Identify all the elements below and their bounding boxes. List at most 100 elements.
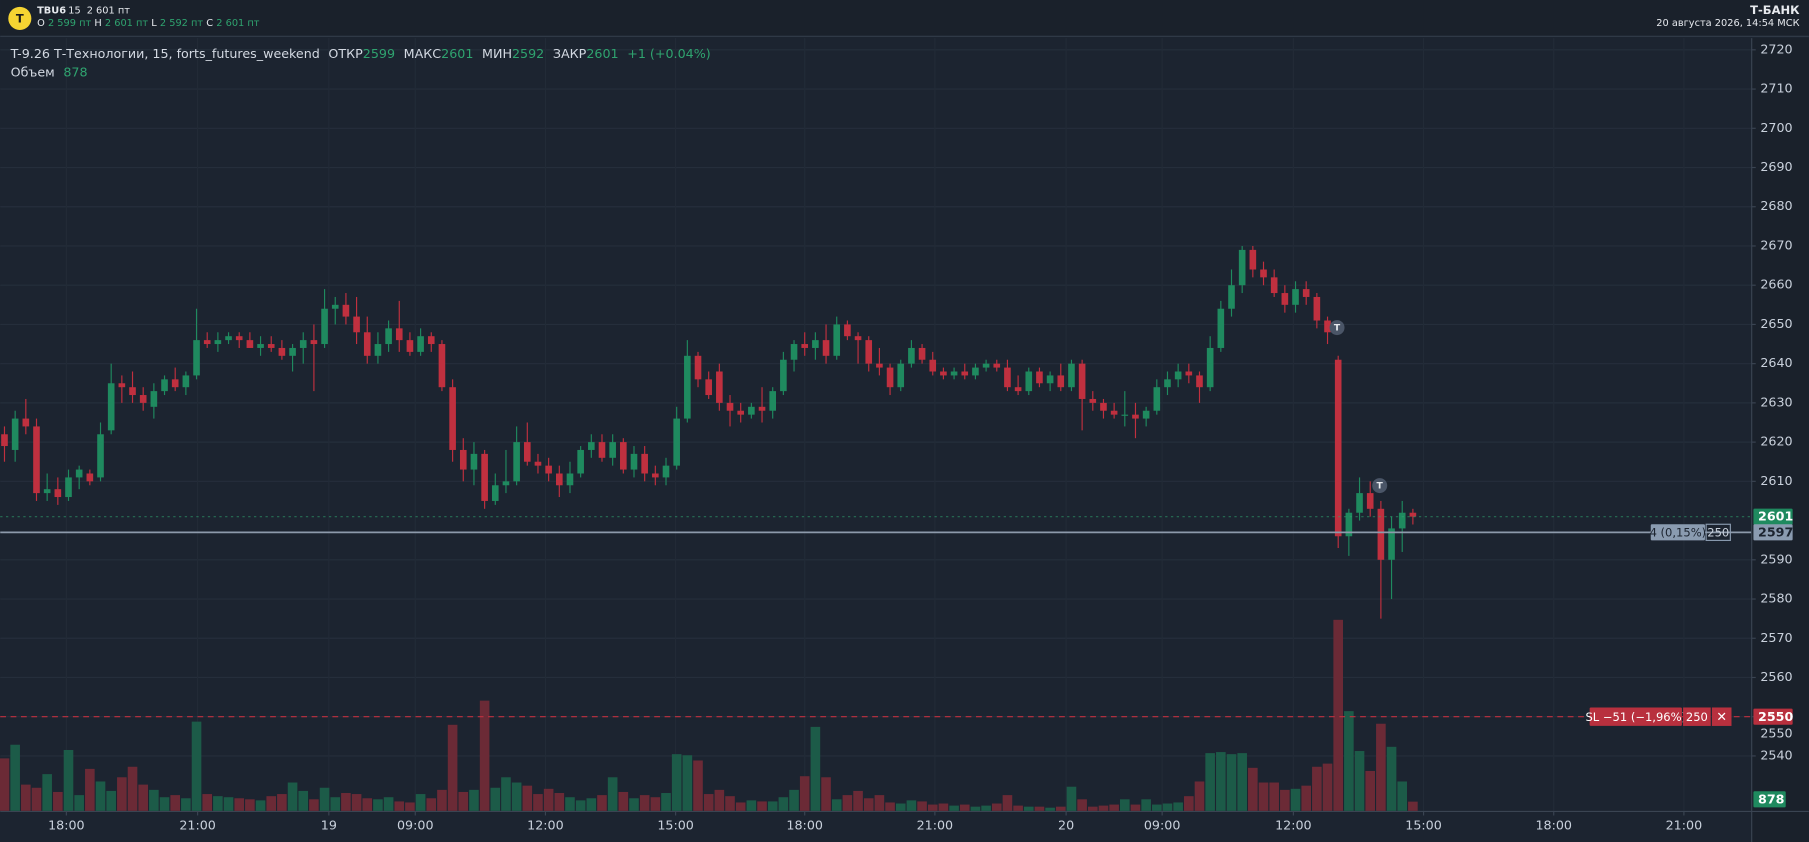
volume-bar	[1055, 806, 1066, 811]
volume-bar	[181, 798, 191, 811]
volume-bar	[426, 798, 437, 811]
ohlc-label: O	[37, 18, 45, 29]
volume-bar	[1045, 807, 1055, 811]
volume-bar	[1162, 803, 1173, 811]
candle-body	[982, 363, 990, 368]
candle-body	[235, 336, 243, 341]
volume-bar	[927, 804, 938, 811]
open-label: ОТКР	[328, 46, 363, 61]
volume-bar	[1365, 770, 1376, 811]
y-tick-label: 2540	[1760, 747, 1792, 762]
volume-label: Объем	[11, 64, 55, 79]
volume-bar	[277, 794, 287, 811]
candle-body	[598, 442, 606, 458]
y-tick-label: 2650	[1760, 316, 1792, 331]
candle-body	[502, 481, 510, 486]
candle-body	[1313, 296, 1321, 321]
volume-bar	[447, 724, 458, 811]
x-tick-label: 21:00	[917, 817, 954, 832]
stop-loss-size[interactable]: 250	[1686, 710, 1708, 724]
volume-bar	[1354, 751, 1365, 811]
volume-bar	[309, 799, 319, 811]
candle-body	[1388, 528, 1395, 560]
volume-bar	[319, 787, 330, 811]
volume-bar	[287, 782, 298, 811]
volume-bar	[1226, 754, 1237, 811]
candle-body	[652, 473, 659, 478]
volume-bar	[949, 805, 959, 811]
volume-bar	[383, 797, 394, 811]
volume-bar	[298, 790, 309, 811]
volume-value: 878	[63, 64, 87, 79]
candle-body	[97, 434, 104, 478]
candle-body	[523, 442, 531, 462]
trade-marker-label[interactable]: T	[1377, 481, 1384, 492]
header-ohlc: O 2 599 пт H 2 601 пт L 2 592 пт C 2 601…	[37, 18, 260, 29]
candle-body	[620, 442, 627, 470]
candle-body	[161, 379, 168, 392]
candle-body	[374, 344, 382, 356]
volume-bar	[1194, 781, 1205, 811]
candle-body	[1249, 249, 1257, 270]
volume-bar	[1386, 746, 1397, 811]
candle-body	[1324, 320, 1331, 333]
ohlc-label: C	[206, 18, 213, 29]
volume-bar	[597, 795, 607, 811]
candle-body	[438, 344, 446, 388]
candle-body	[1142, 410, 1150, 419]
volume-bar	[170, 795, 180, 811]
volume-bar	[234, 798, 245, 811]
candle-body	[908, 347, 915, 364]
candle-body	[641, 453, 648, 474]
candle-body	[203, 340, 211, 345]
candle-body	[972, 367, 979, 376]
candle-body	[790, 344, 798, 360]
position-size-box[interactable]	[1705, 523, 1731, 541]
position-size[interactable]: 250	[1707, 525, 1729, 539]
volume-bar	[1205, 753, 1215, 811]
ohlc-value: 2 601 пт	[216, 18, 260, 29]
position-qty-box[interactable]	[1650, 524, 1705, 541]
candle-body	[865, 340, 873, 364]
volume-bar	[85, 768, 95, 811]
candle-body	[748, 406, 755, 415]
volume-bar	[1141, 799, 1151, 811]
candle-body	[769, 391, 777, 411]
volume-bar	[159, 797, 170, 811]
y-tick-label: 2590	[1760, 551, 1792, 566]
volume-bar	[1184, 796, 1194, 811]
stop-loss-close[interactable]: ✕	[1716, 709, 1727, 724]
volume-bar	[117, 777, 127, 811]
volume-bar	[661, 793, 671, 811]
trade-marker-label[interactable]: T	[1334, 323, 1341, 334]
stop-loss-size-box[interactable]	[1683, 707, 1711, 726]
candle-body	[246, 340, 254, 348]
logo[interactable]	[8, 6, 32, 30]
candle-body	[86, 473, 94, 482]
candle-body	[481, 453, 488, 501]
candle-body	[897, 363, 905, 388]
x-tick-label: 20	[1058, 817, 1074, 832]
position-qty[interactable]: 4 (0,15%)	[1650, 525, 1707, 539]
candle-body	[1366, 493, 1374, 509]
x-tick-label: 21:00	[179, 817, 216, 832]
volume-bar	[362, 798, 373, 811]
high-label: МАКС	[404, 46, 442, 61]
trade-marker[interactable]	[1372, 478, 1388, 494]
candle-body	[950, 371, 958, 376]
candles	[1, 245, 1417, 619]
datetime: 20 августа 2026, 14:54 МСК	[1656, 18, 1799, 29]
volume-bar	[373, 799, 383, 811]
trade-marker[interactable]	[1329, 320, 1345, 336]
y-tick-label: 2700	[1760, 120, 1792, 135]
candle-body	[427, 336, 435, 345]
volume-bar	[202, 794, 213, 811]
stop-loss-label[interactable]: SL −51 (−1,96%)	[1585, 710, 1686, 724]
stop-loss-close-box[interactable]	[1711, 707, 1732, 726]
candle-body	[1292, 289, 1299, 305]
interval[interactable]: 15	[68, 5, 80, 16]
stop-loss-box[interactable]	[1589, 707, 1682, 726]
candle-body	[491, 485, 499, 501]
candle-body	[1185, 371, 1193, 376]
ticker[interactable]: TBU6	[37, 5, 66, 16]
